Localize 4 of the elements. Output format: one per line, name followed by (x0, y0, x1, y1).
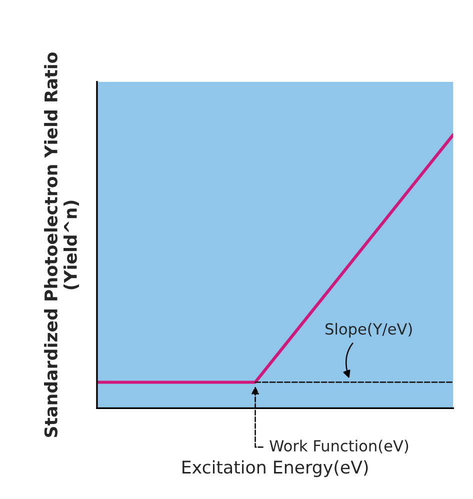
y-axis-title: Standardized Photoelectron Yield Ratio (Yield^n) (44, 52, 79, 438)
annotation: Slope(Y/eV) (326, 322, 412, 338)
text: Work Function(eV) (270, 440, 408, 454)
x-axis-title: Excitation Energy(eV) (182, 460, 368, 478)
